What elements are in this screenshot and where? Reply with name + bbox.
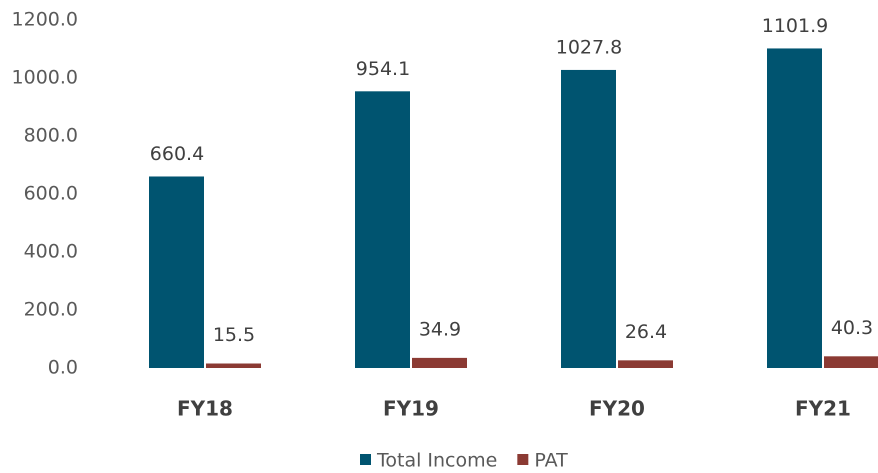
data-label: 1027.8: [556, 36, 622, 58]
bar: [618, 360, 673, 368]
bar: [767, 48, 822, 368]
y-tick-label: 1200.0: [12, 9, 78, 31]
x-tick-label: FY20: [589, 397, 645, 421]
data-label: 15.5: [213, 324, 255, 346]
bar: [355, 91, 410, 368]
x-tick-label: FY19: [383, 397, 439, 421]
bar: [824, 356, 878, 368]
data-label: 34.9: [419, 318, 461, 340]
data-label: 660.4: [150, 143, 204, 165]
bar: [149, 176, 204, 368]
x-tick-label: FY18: [177, 397, 233, 421]
legend-label: Total Income: [376, 450, 497, 472]
data-label: 26.4: [625, 321, 667, 343]
y-tick-label: 800.0: [24, 125, 78, 147]
y-tick-label: 1000.0: [12, 67, 78, 89]
data-label: 1101.9: [762, 15, 828, 37]
bar: [561, 69, 616, 369]
y-tick-label: 400.0: [24, 241, 78, 263]
y-tick-label: 200.0: [24, 299, 78, 321]
y-tick-label: 600.0: [24, 183, 78, 205]
legend-label: PAT: [534, 450, 568, 472]
y-tick-label: 0.0: [48, 357, 78, 379]
data-label: 40.3: [831, 317, 873, 339]
legend-swatch: [517, 454, 529, 465]
data-label: 954.1: [356, 58, 410, 80]
legend-swatch: [360, 454, 371, 465]
x-tick-label: FY21: [795, 397, 851, 421]
bar: [412, 357, 467, 368]
bar: [206, 363, 261, 368]
